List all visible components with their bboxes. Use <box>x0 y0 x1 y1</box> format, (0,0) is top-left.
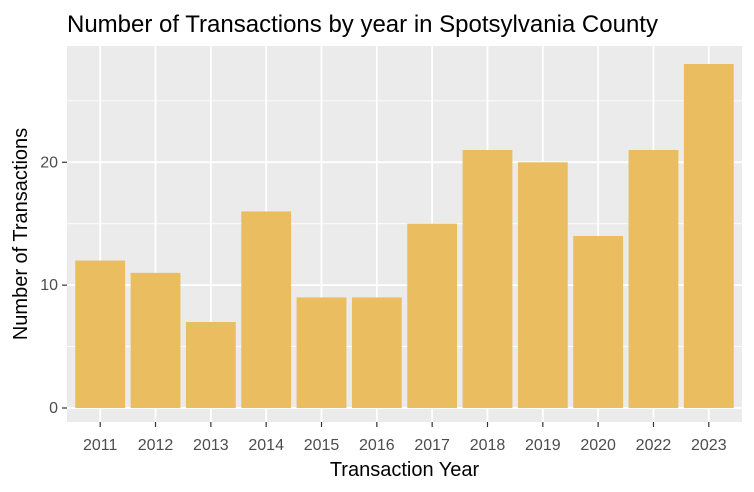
x-tick-label: 2012 <box>138 437 174 454</box>
bar-2017 <box>407 223 458 408</box>
y-tick-label: 20 <box>40 154 58 171</box>
bar-2012 <box>130 272 181 408</box>
bar-2018 <box>462 150 513 408</box>
bar-2023 <box>683 64 734 408</box>
bar-2020 <box>573 236 624 408</box>
bars <box>75 64 734 408</box>
x-tick-label: 2015 <box>304 437 340 454</box>
x-tick-label: 2014 <box>248 437 284 454</box>
y-tick-label: 10 <box>40 277 58 294</box>
x-tick-label: 2019 <box>525 437 561 454</box>
y-axis: 0 10 20 <box>40 154 67 417</box>
x-tick-label: 2016 <box>359 437 395 454</box>
x-tick-label: 2020 <box>580 437 616 454</box>
chart-title: Number of Transactions by year in Spotsy… <box>67 11 658 38</box>
x-tick-label: 2011 <box>83 437 118 454</box>
y-tick-label: 0 <box>49 400 58 417</box>
x-tick-label: 2023 <box>691 437 727 454</box>
x-tick-label: 2022 <box>636 437 672 454</box>
x-axis-title: Transaction Year <box>330 459 480 481</box>
x-tick-label: 2018 <box>470 437 506 454</box>
x-tick-label: 2017 <box>414 437 450 454</box>
bar-2013 <box>185 322 236 408</box>
bar-2011 <box>75 260 126 408</box>
bar-2014 <box>241 211 292 408</box>
bar-2022 <box>628 150 679 408</box>
x-tick-label: 2013 <box>193 437 229 454</box>
bar-2019 <box>517 162 568 408</box>
y-axis-title: Number of Transactions <box>10 128 32 340</box>
x-axis: 2011 2012 2013 2014 2015 2016 2017 2018 2019 2020… <box>83 422 727 454</box>
bar-2015 <box>296 297 347 408</box>
bar-2016 <box>351 297 402 408</box>
